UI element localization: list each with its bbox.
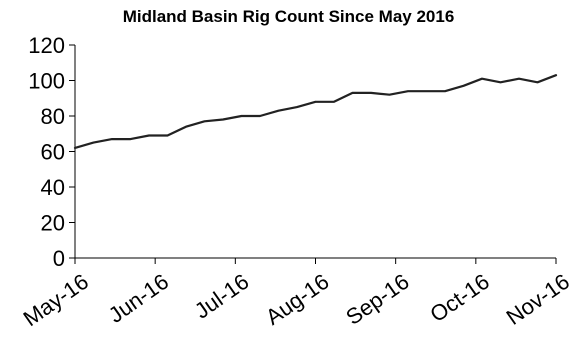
y-tick-label: 120 (28, 33, 65, 58)
series-group (73, 74, 558, 149)
y-axis: 0 20 40 60 80 100 120 (28, 33, 76, 271)
x-tick-label: Jul-16 (190, 269, 253, 324)
y-tick-label: 100 (28, 69, 65, 94)
x-tick-label: Sep-16 (341, 269, 413, 330)
x-tick-label: Oct-16 (425, 269, 493, 327)
chart-title: Midland Basin Rig Count Since May 2016 (122, 7, 455, 26)
y-tick-label: 60 (41, 140, 65, 165)
y-tick-label: 40 (41, 175, 65, 200)
x-tick-label: Aug-16 (261, 269, 333, 330)
x-tick-label: Nov-16 (502, 269, 574, 330)
x-tick-label: Jun-16 (104, 269, 173, 328)
x-axis: May-16 Jun-16 Jul-16 Aug-16 Sep-16 Oct-16 Nov-… (19, 257, 574, 332)
y-tick-label: 20 (41, 211, 65, 236)
y-tick-label: 0 (53, 246, 65, 271)
y-tick-label: 80 (41, 104, 65, 129)
rig-count-line (73, 74, 558, 149)
x-tick-label: May-16 (19, 269, 93, 332)
